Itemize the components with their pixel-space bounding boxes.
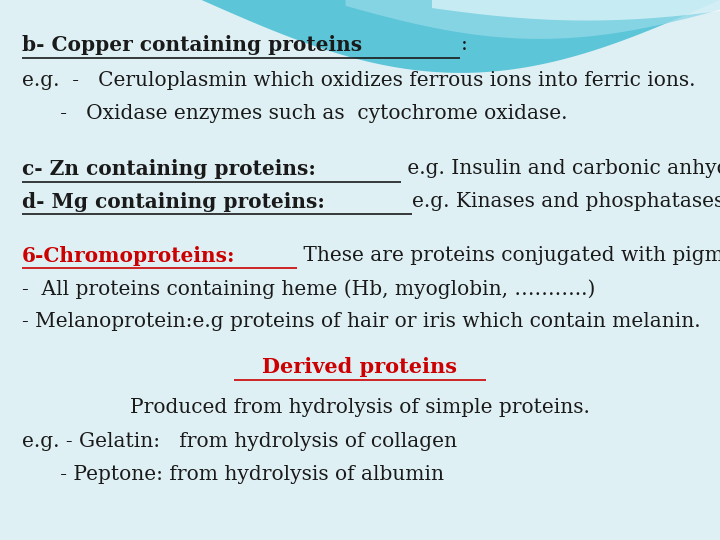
Text: These are proteins conjugated with pigment. e.g.: These are proteins conjugated with pigme… [297, 246, 720, 265]
Text: b- Copper containing proteins: b- Copper containing proteins [22, 35, 361, 55]
Text: - Peptone: from hydrolysis of albumin: - Peptone: from hydrolysis of albumin [22, 465, 444, 484]
Text: -  All proteins containing heme (Hb, myoglobin, ………..): - All proteins containing heme (Hb, myog… [22, 279, 595, 299]
Text: e.g.  -   Ceruloplasmin which oxidizes ferrous ions into ferric ions.: e.g. - Ceruloplasmin which oxidizes ferr… [22, 71, 695, 90]
Text: d- Mg containing proteins:: d- Mg containing proteins: [22, 192, 325, 212]
Text: e.g. Kinases and phosphatases.: e.g. Kinases and phosphatases. [413, 192, 720, 211]
Text: Derived proteins: Derived proteins [263, 357, 457, 377]
Text: e.g. Insulin and carbonic anhydrase: e.g. Insulin and carbonic anhydrase [401, 159, 720, 178]
Text: e.g. - Gelatin:   from hydrolysis of collagen: e.g. - Gelatin: from hydrolysis of colla… [22, 432, 456, 451]
Text: 6-Chromoproteins:: 6-Chromoproteins: [22, 246, 235, 266]
Text: Produced from hydrolysis of simple proteins.: Produced from hydrolysis of simple prote… [130, 398, 590, 417]
Text: -   Oxidase enzymes such as  cytochrome oxidase.: - Oxidase enzymes such as cytochrome oxi… [22, 104, 567, 123]
Polygon shape [202, 0, 720, 73]
Text: :: : [461, 35, 467, 54]
Text: - Melanoprotein:e.g proteins of hair or iris which contain melanin.: - Melanoprotein:e.g proteins of hair or … [22, 312, 701, 331]
Text: c- Zn containing proteins:: c- Zn containing proteins: [22, 159, 315, 179]
Polygon shape [346, 0, 720, 39]
Polygon shape [432, 0, 720, 21]
